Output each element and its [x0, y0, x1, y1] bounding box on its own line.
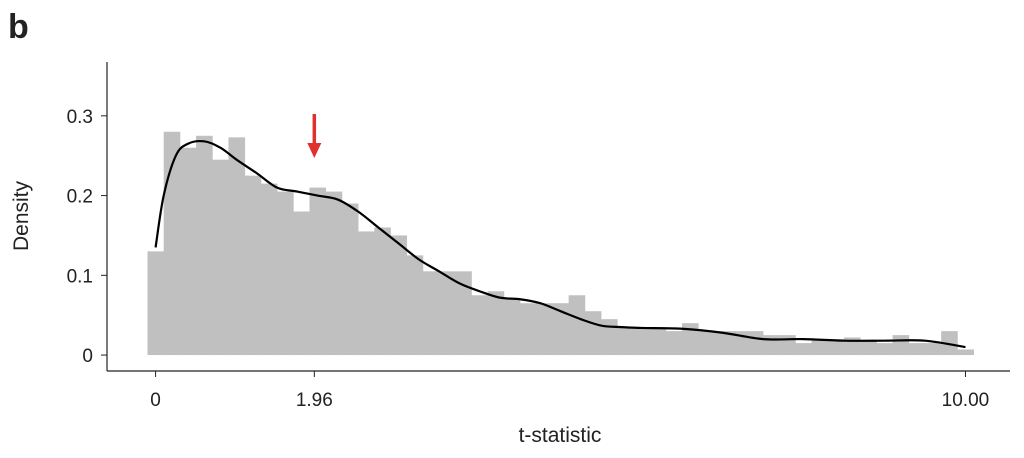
histogram-bar: [422, 271, 440, 356]
histogram-bar: [584, 311, 602, 356]
histogram-bar: [196, 135, 213, 356]
histogram-bar: [536, 303, 553, 356]
histogram-bar: [147, 251, 165, 356]
histogram-bar: [633, 327, 651, 356]
histogram-bar: [892, 335, 910, 356]
histogram-bar: [682, 323, 699, 356]
histogram-bar: [163, 131, 181, 356]
y-tick-label: 0.1: [67, 266, 93, 287]
histogram-bar: [860, 340, 877, 356]
histogram-bar: [649, 327, 667, 356]
histogram-bar: [957, 349, 974, 356]
histogram-bar: [520, 303, 537, 356]
histogram-bar: [179, 147, 197, 356]
histogram-bar: [908, 343, 926, 356]
histogram-bar: [471, 295, 489, 356]
y-tick-label: 0.3: [67, 107, 93, 128]
histogram-bar: [293, 211, 310, 356]
histogram-bar: [277, 191, 294, 356]
histogram-bar: [698, 331, 715, 356]
histogram-bar: [455, 271, 472, 356]
histogram-bar: [811, 339, 829, 356]
histogram-bar: [665, 331, 683, 356]
y-axis-label: Density: [10, 180, 33, 251]
histogram-bar: [309, 187, 327, 356]
histogram-bar: [601, 319, 618, 356]
annotation-arrow-head: [307, 143, 322, 158]
histogram-bar: [503, 299, 521, 356]
histogram-bar: [390, 235, 408, 356]
histogram-bar: [924, 343, 942, 356]
histogram-bar: [244, 175, 262, 356]
histogram-bar: [795, 343, 812, 356]
histogram-bar: [876, 343, 893, 356]
histogram-bar: [762, 335, 780, 356]
density-line: [154, 140, 966, 349]
x-axis-label: t-statistic: [519, 424, 602, 447]
histogram-bar: [552, 303, 570, 356]
y-tick-label: 0.2: [67, 187, 93, 208]
histogram-bar: [827, 339, 845, 356]
histogram-bar: [439, 271, 456, 356]
histogram-bar: [212, 159, 229, 356]
histogram-bar: [746, 331, 764, 356]
histogram-bar: [325, 191, 343, 356]
histogram-bar: [568, 295, 586, 356]
histogram-bar: [941, 331, 958, 356]
histogram-bar: [487, 291, 505, 356]
histogram-bar: [358, 231, 375, 356]
histogram-bar: [714, 331, 731, 356]
y-tick-label: 0: [82, 346, 93, 367]
x-tick-label: 10.00: [942, 390, 990, 411]
histogram-bar: [341, 203, 359, 356]
histogram-bar: [617, 327, 634, 356]
histogram-bar: [374, 227, 391, 356]
x-tick-label: 1.96: [296, 390, 333, 411]
histogram-bar: [228, 137, 246, 356]
panel-label: b: [8, 8, 29, 46]
x-tick-label: 0: [150, 390, 161, 411]
histogram-bar: [260, 183, 278, 356]
histogram-bar: [406, 255, 424, 356]
